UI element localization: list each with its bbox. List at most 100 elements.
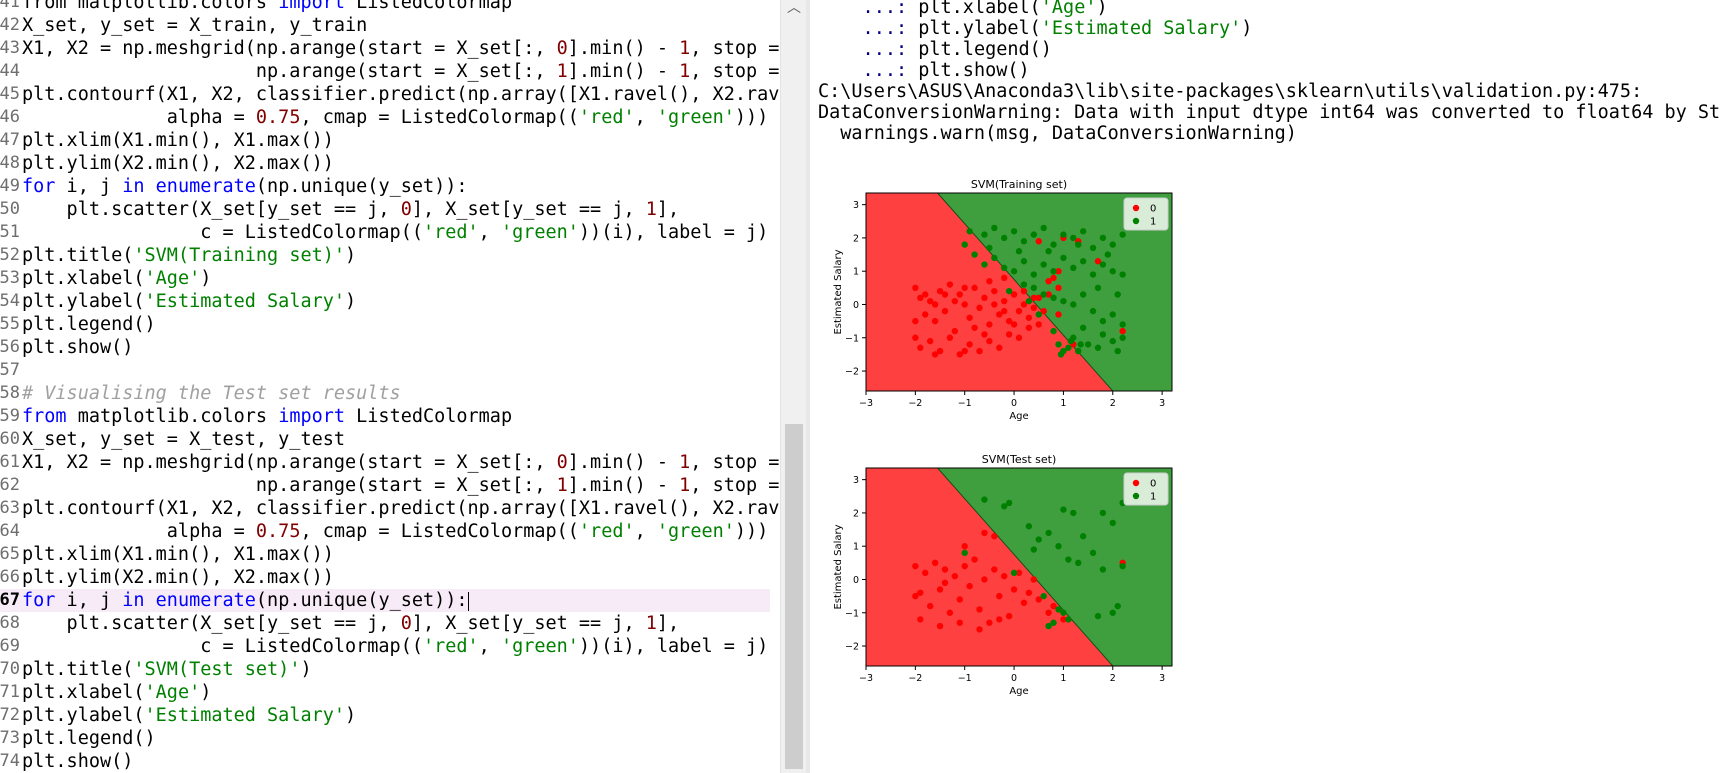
code-token: import — [278, 0, 346, 13]
legend-label: 1 — [1150, 217, 1156, 228]
code-line[interactable]: 73 plt.legend() — [0, 727, 770, 750]
console-line: ...: plt.legend() — [818, 38, 1052, 61]
code-line[interactable]: 55 plt.legend() — [0, 313, 770, 336]
pane-splitter[interactable] — [806, 0, 810, 773]
text-caret — [467, 591, 469, 611]
code-line[interactable]: 60 X_set, y_set = X_test, y_test — [0, 428, 770, 451]
code-line[interactable]: 65 plt.xlim(X1.min(), X1.max()) — [0, 543, 770, 566]
code-line[interactable]: 46 alpha = 0.75, cmap = ListedColormap((… — [0, 106, 770, 129]
data-point-class-0 — [1000, 307, 1008, 315]
data-point-class-0 — [1055, 311, 1062, 318]
code-text: X_set, y_set = X_test, y_test — [22, 428, 345, 451]
data-point-class-1 — [1030, 546, 1038, 553]
data-point-class-0 — [917, 589, 924, 596]
code-text: np.arange(start = X_set[:, 1].min() - 1,… — [22, 474, 780, 497]
line-number: 47 — [0, 130, 20, 150]
x-tick-label: −1 — [958, 673, 972, 684]
code-token: ListedColormap — [345, 406, 513, 427]
data-point-class-1 — [961, 549, 968, 557]
code-token: matplotlib.colors — [66, 406, 279, 427]
code-token: plt.contourf(X1, X2, classifier.predict(… — [22, 84, 780, 105]
code-line[interactable]: 67 for i, j in enumerate(np.unique(y_set)… — [0, 589, 770, 612]
data-point-class-0 — [956, 619, 963, 626]
code-line[interactable]: 57 — [0, 359, 770, 382]
line-number: 61 — [0, 452, 20, 472]
x-tick-label: 0 — [1011, 398, 1017, 409]
code-line[interactable]: 56 plt.show() — [0, 336, 770, 359]
code-line[interactable]: 70 plt.title('SVM(Test set)') — [0, 658, 770, 681]
code-line[interactable]: 45 plt.contourf(X1, X2, classifier.predic… — [0, 83, 779, 106]
data-point-class-1 — [1015, 248, 1023, 255]
console-token: plt.show() — [918, 60, 1030, 81]
code-line[interactable]: 72 plt.ylabel('Estimated Salary') — [0, 704, 770, 727]
code-line[interactable]: 74 plt.show() — [0, 750, 770, 773]
code-line[interactable]: 71 plt.xlabel('Age') — [0, 681, 770, 704]
console-token: 'Estimated Salary' — [1040, 18, 1242, 39]
code-line[interactable]: 69 c = ListedColormap(('red', 'green'))(… — [0, 635, 770, 658]
data-point-class-0 — [1020, 301, 1028, 308]
data-point-class-0 — [1005, 331, 1013, 338]
data-point-class-0 — [936, 586, 944, 593]
code-token: 'Age' — [144, 682, 201, 703]
code-line[interactable]: 54 plt.ylabel('Estimated Salary') — [0, 290, 770, 313]
code-line[interactable]: 64 alpha = 0.75, cmap = ListedColormap((… — [0, 520, 770, 543]
code-line[interactable]: 51 c = ListedColormap(('red', 'green'))(… — [0, 221, 770, 244]
data-point-class-1 — [1010, 268, 1018, 275]
code-token: ], X_set[y_set == j, — [411, 613, 646, 634]
editor-scrollbar-thumb[interactable] — [785, 424, 803, 769]
code-token: plt.show() — [22, 751, 134, 772]
code-line[interactable]: 50 plt.scatter(X_set[y_set == j, 0], X_s… — [0, 198, 770, 221]
data-point-class-0 — [956, 291, 963, 298]
code-token: ))(i), label = j) — [578, 222, 769, 243]
code-text: X_set, y_set = X_train, y_train — [22, 14, 367, 37]
line-number: 57 — [0, 360, 20, 380]
code-editor[interactable]: 41 from matplotlib.colors import ListedCo… — [0, 0, 780, 773]
data-point-class-0 — [926, 297, 934, 305]
code-line[interactable]: 62 np.arange(start = X_set[:, 1].min() -… — [0, 474, 779, 497]
data-point-class-0 — [996, 344, 1003, 351]
data-point-class-0 — [912, 562, 919, 570]
data-point-class-0 — [1020, 287, 1028, 295]
decision-boundary — [937, 467, 1114, 667]
code-line[interactable]: 49 for i, j in enumerate(np.unique(y_set)… — [0, 175, 770, 198]
code-line[interactable]: 44 np.arange(start = X_set[:, 1].min() -… — [0, 60, 779, 83]
data-point-class-1 — [1050, 619, 1057, 626]
legend-label: 0 — [1150, 479, 1156, 490]
code-token: ].min() - — [567, 61, 680, 82]
ipython-console[interactable]: ...: plt.xlabel('Age') ...: plt.ylabel('… — [810, 0, 1720, 773]
code-line[interactable]: 58 # Visualising the Test set results — [0, 382, 770, 405]
data-point-class-0 — [912, 284, 919, 292]
data-point-class-0 — [986, 321, 993, 328]
code-line[interactable]: 48 plt.ylim(X2.min(), X2.max()) — [0, 152, 770, 175]
data-point-class-0 — [1005, 612, 1013, 620]
data-point-class-0 — [931, 317, 939, 325]
code-line[interactable]: 53 plt.xlabel('Age') — [0, 267, 770, 290]
code-line[interactable]: 61 X1, X2 = np.meshgrid(np.arange(start =… — [0, 451, 779, 474]
data-point-class-0 — [1015, 307, 1023, 315]
code-line[interactable]: 59 from matplotlib.colors import ListedCo… — [0, 405, 770, 428]
code-line[interactable]: 47 plt.xlim(X1.min(), X1.max()) — [0, 129, 770, 152]
code-line[interactable]: 63 plt.contourf(X1, X2, classifier.predic… — [0, 497, 779, 520]
scroll-up-arrow-icon[interactable]: ︿ — [787, 1, 801, 16]
code-token: plt.scatter(X_set[y_set == j, — [22, 199, 401, 220]
console-token: 'Age' — [1040, 0, 1097, 18]
data-point-class-1 — [1075, 559, 1082, 567]
code-line[interactable]: 52 plt.title('SVM(Training set)') — [0, 244, 770, 267]
code-line[interactable]: 66 plt.ylim(X2.min(), X2.max()) — [0, 566, 770, 589]
code-token: ], — [656, 613, 680, 634]
code-line[interactable]: 68 plt.scatter(X_set[y_set == j, 0], X_s… — [0, 612, 770, 635]
code-line[interactable]: 41 from matplotlib.colors import ListedCo… — [0, 0, 770, 14]
data-point-class-1 — [1075, 241, 1082, 248]
editor-scrollbar[interactable]: ︿ — [780, 0, 807, 773]
data-point-class-0 — [931, 301, 939, 308]
data-point-class-0 — [991, 566, 998, 573]
code-token: 0.75 — [255, 107, 301, 128]
data-point-class-1 — [1119, 271, 1126, 278]
data-point-class-1 — [1055, 606, 1062, 613]
line-number: 45 — [0, 84, 20, 104]
code-line[interactable]: 42 X_set, y_set = X_train, y_train — [0, 14, 770, 37]
code-line[interactable]: 43 X1, X2 = np.meshgrid(np.arange(start =… — [0, 37, 779, 60]
code-token: np.arange(start = X_set[:, — [22, 61, 557, 82]
code-token: 1 — [679, 475, 691, 496]
data-point-class-1 — [1005, 287, 1013, 295]
